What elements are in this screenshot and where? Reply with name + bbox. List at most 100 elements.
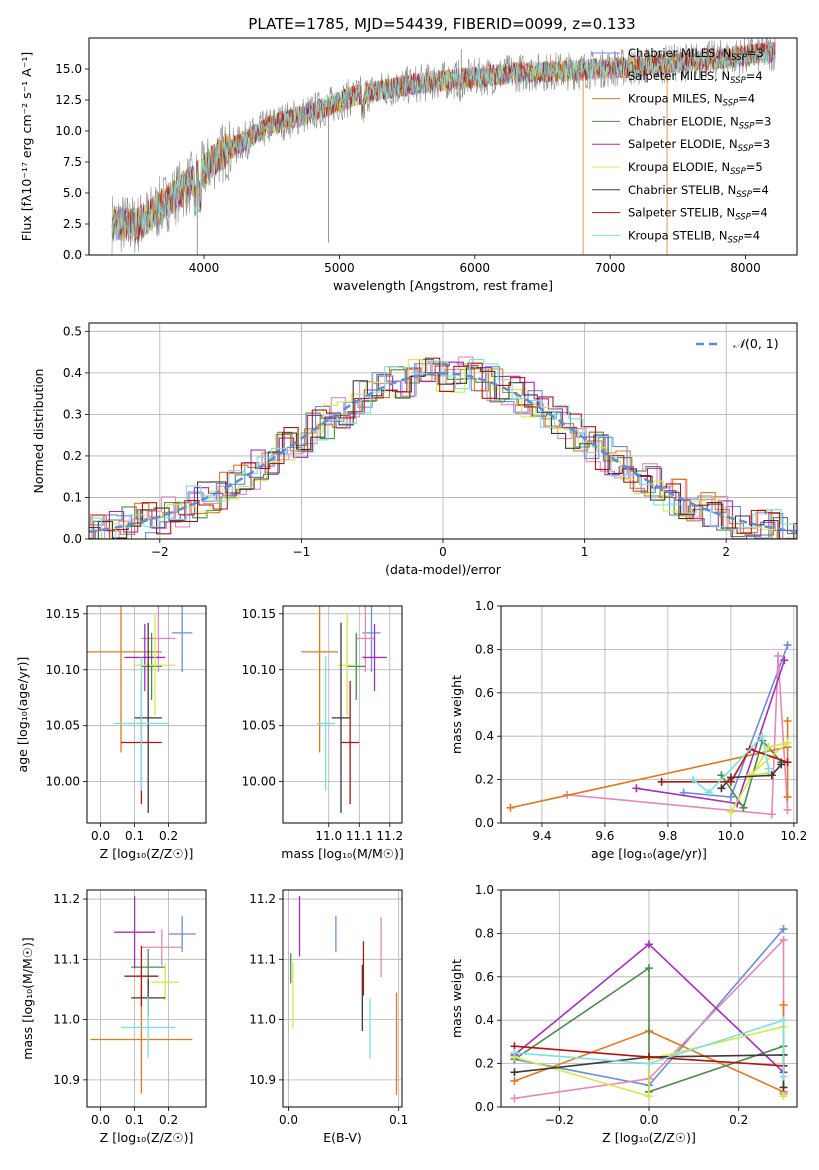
x-tick-label: 11.2 bbox=[376, 829, 403, 843]
x-tick-label: 0.1 bbox=[125, 1113, 144, 1127]
y-tick-label: 0.0 bbox=[475, 1100, 494, 1114]
weight-marker bbox=[689, 775, 698, 784]
y-tick-label: 10.9 bbox=[53, 1073, 80, 1087]
weight-marker bbox=[767, 810, 776, 819]
y-tick-label: 12.5 bbox=[55, 93, 82, 107]
x-tick-label: 9.4 bbox=[532, 829, 551, 843]
panel-mass-weight-vs-Z: −0.2 0.0 0.2 0.0 0.2 0.4 0.6 0.8 1.0 Z [log₁₀(Z/Z… bbox=[449, 883, 798, 1145]
axes-frame bbox=[86, 889, 207, 1108]
weight-marker bbox=[657, 777, 666, 786]
y-tick-label: 11.0 bbox=[249, 1013, 276, 1027]
x-tick-label: −1 bbox=[293, 545, 311, 559]
legend-gaussian: 𝒩(0, 1) bbox=[733, 336, 779, 351]
weight-marker bbox=[510, 1094, 519, 1103]
legend-entry: Salpeter ELODIE, NSSP=3 bbox=[628, 137, 770, 154]
weight-marker bbox=[779, 1072, 788, 1081]
legend-entry: Chabrier ELODIE, NSSP=3 bbox=[628, 114, 771, 131]
weight-marker bbox=[510, 1068, 519, 1077]
weight-marker bbox=[726, 808, 735, 817]
x-tick-label: 0.1 bbox=[389, 1113, 408, 1127]
weight-marker bbox=[779, 1001, 788, 1010]
y-tick-label: 11.2 bbox=[249, 892, 276, 906]
y-tick-label: 0.2 bbox=[63, 449, 82, 463]
y-tick-label: 10.05 bbox=[242, 719, 276, 733]
weight-marker bbox=[717, 784, 726, 793]
weight-line bbox=[514, 1019, 785, 1077]
weight-marker bbox=[726, 777, 735, 786]
y-tick-label: 10.15 bbox=[46, 607, 80, 621]
plot-area bbox=[301, 606, 387, 813]
x-axis-label: mass [log₁₀(M/M☉)] bbox=[281, 846, 403, 861]
x-axis-label: Z [log₁₀(Z/Z☉)] bbox=[100, 846, 194, 861]
plot-area bbox=[89, 356, 797, 539]
x-tick-label: 4000 bbox=[189, 261, 220, 275]
x-axis-label: wavelength [Angstrom, rest frame] bbox=[333, 278, 553, 293]
y-tick-label: 11.1 bbox=[53, 952, 80, 966]
weight-marker bbox=[783, 738, 792, 747]
y-tick-label: 11.1 bbox=[249, 952, 276, 966]
y-tick-label: 7.5 bbox=[63, 155, 82, 169]
y-tick-label: 1.0 bbox=[475, 883, 494, 897]
weight-line bbox=[720, 763, 782, 789]
weight-marker bbox=[783, 792, 792, 801]
y-axis-label: Normed distribution bbox=[31, 369, 46, 494]
x-tick-label: 6000 bbox=[460, 261, 491, 275]
axes-frame bbox=[282, 605, 403, 824]
y-tick-label: 0.8 bbox=[475, 926, 494, 940]
x-axis-label: E(B-V) bbox=[323, 1130, 362, 1145]
y-tick-label: 10.00 bbox=[46, 775, 80, 789]
weight-marker bbox=[779, 1092, 788, 1101]
panel-spectrum: 4000 5000 6000 7000 8000 0.0 2.5 5.0 7.5 10.0 12.5… bbox=[19, 37, 798, 293]
x-tick-label: 1 bbox=[581, 545, 589, 559]
x-tick-label: 2 bbox=[722, 545, 730, 559]
histogram-step bbox=[89, 362, 797, 539]
weight-marker bbox=[758, 732, 767, 741]
legend-entry: Chabrier STELIB, NSSP=4 bbox=[628, 183, 769, 200]
plot-area bbox=[510, 925, 788, 1103]
weight-marker bbox=[779, 925, 788, 934]
x-tick-label: 5000 bbox=[324, 261, 355, 275]
figure-title: PLATE=1785, MJD=54439, FIBERID=0099, z=0… bbox=[248, 15, 635, 33]
y-tick-label: 0.6 bbox=[475, 970, 494, 984]
legend-entry: Salpeter STELIB, NSSP=4 bbox=[628, 206, 768, 223]
y-axis-label: mass weight bbox=[449, 675, 464, 754]
y-tick-label: 0.4 bbox=[475, 1013, 494, 1027]
x-tick-label: 0.0 bbox=[639, 1113, 658, 1127]
x-tick-label: 0 bbox=[439, 545, 447, 559]
x-tick-label: 0.0 bbox=[91, 1113, 110, 1127]
y-tick-label: 10.0 bbox=[55, 124, 82, 138]
legend-entry: Kroupa ELODIE, NSSP=5 bbox=[628, 160, 763, 177]
weight-marker bbox=[510, 1048, 519, 1057]
weight-marker bbox=[783, 805, 792, 814]
y-axis-label: Flux [fλ10⁻¹⁷ erg cm⁻² s⁻¹ A⁻¹] bbox=[19, 52, 34, 241]
weight-marker bbox=[780, 656, 789, 665]
y-axis-label: age [log₁₀(age/yr)] bbox=[15, 657, 30, 773]
y-tick-label: 0.8 bbox=[475, 642, 494, 656]
y-tick-label: 10.9 bbox=[249, 1073, 276, 1087]
x-tick-label: 0.2 bbox=[159, 829, 178, 843]
y-tick-label: 5.0 bbox=[63, 186, 82, 200]
axes-frame bbox=[86, 605, 207, 824]
weight-marker bbox=[779, 1016, 788, 1025]
y-tick-label: 0.3 bbox=[63, 407, 82, 421]
axes-frame bbox=[282, 889, 403, 1108]
y-tick-label: 10.00 bbox=[242, 775, 276, 789]
y-tick-label: 10.10 bbox=[242, 663, 276, 677]
weight-marker bbox=[739, 803, 748, 812]
histogram-step bbox=[89, 359, 797, 539]
x-tick-label: 11.1 bbox=[346, 829, 373, 843]
plot-area bbox=[87, 606, 193, 813]
weight-marker bbox=[745, 771, 754, 780]
weight-marker bbox=[704, 788, 713, 797]
y-tick-label: 15.0 bbox=[55, 62, 82, 76]
x-tick-label: 7000 bbox=[595, 261, 626, 275]
weight-marker bbox=[779, 935, 788, 944]
x-tick-label: 0.0 bbox=[91, 829, 110, 843]
x-tick-label: 9.8 bbox=[658, 829, 677, 843]
x-tick-label: 8000 bbox=[730, 261, 761, 275]
y-tick-label: 1.0 bbox=[475, 599, 494, 613]
histogram-step bbox=[89, 359, 797, 539]
y-tick-label: 0.0 bbox=[63, 532, 82, 546]
weight-marker bbox=[779, 1083, 788, 1092]
